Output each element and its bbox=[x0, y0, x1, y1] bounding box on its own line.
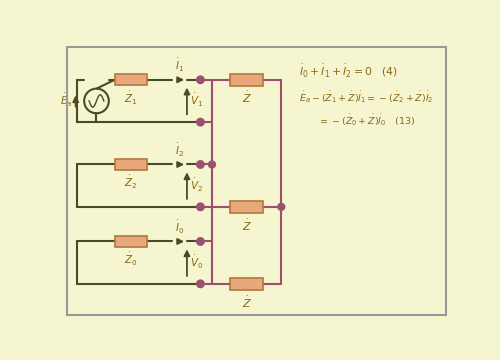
Text: $\dot{Z}$: $\dot{Z}$ bbox=[242, 90, 252, 105]
Circle shape bbox=[208, 161, 216, 168]
Circle shape bbox=[197, 76, 204, 83]
Circle shape bbox=[197, 238, 204, 245]
Text: $\dot{I}_1$: $\dot{I}_1$ bbox=[174, 57, 184, 75]
Circle shape bbox=[197, 161, 204, 168]
Text: $\dot{I}_0$: $\dot{I}_0$ bbox=[174, 219, 184, 236]
Text: $\dot{V}_0$: $\dot{V}_0$ bbox=[190, 254, 203, 271]
Circle shape bbox=[197, 280, 204, 287]
Text: $\dot{V}_2$: $\dot{V}_2$ bbox=[190, 177, 202, 194]
Text: $\dot{Z}$: $\dot{Z}$ bbox=[242, 294, 252, 310]
Text: $\dot{I}_0 + \dot{I}_1 + \dot{I}_2 = 0$   (4): $\dot{I}_0 + \dot{I}_1 + \dot{I}_2 = 0$ … bbox=[298, 62, 398, 78]
Text: $\dot{E}_a$: $\dot{E}_a$ bbox=[60, 93, 72, 109]
FancyBboxPatch shape bbox=[230, 278, 263, 289]
FancyBboxPatch shape bbox=[115, 159, 148, 170]
Circle shape bbox=[278, 203, 284, 210]
FancyBboxPatch shape bbox=[230, 201, 263, 213]
Text: $\dot{Z}$: $\dot{Z}$ bbox=[242, 217, 252, 233]
Text: $\dot{V}_1$: $\dot{V}_1$ bbox=[190, 93, 203, 109]
FancyBboxPatch shape bbox=[115, 236, 148, 247]
Text: $\dot{Z}_2$: $\dot{Z}_2$ bbox=[124, 175, 138, 192]
Text: $\dot{Z}_1$: $\dot{Z}_1$ bbox=[124, 90, 138, 107]
FancyBboxPatch shape bbox=[115, 75, 148, 85]
Text: $\dot{Z}_0$: $\dot{Z}_0$ bbox=[124, 252, 138, 269]
Text: $\dot{E}_a - (\dot{Z}_1 + \dot{Z})\dot{I}_1 = -(\dot{Z}_2 + \dot{Z})\dot{I}_2$: $\dot{E}_a - (\dot{Z}_1 + \dot{Z})\dot{I… bbox=[298, 89, 433, 105]
Text: $= -(\dot{Z}_0 + \dot{Z})\dot{I}_0$   (13): $= -(\dot{Z}_0 + \dot{Z})\dot{I}_0$ (13) bbox=[318, 112, 415, 128]
Text: $\dot{I}_2$: $\dot{I}_2$ bbox=[174, 142, 184, 159]
Circle shape bbox=[197, 119, 204, 126]
Circle shape bbox=[197, 203, 204, 210]
FancyBboxPatch shape bbox=[230, 74, 263, 86]
